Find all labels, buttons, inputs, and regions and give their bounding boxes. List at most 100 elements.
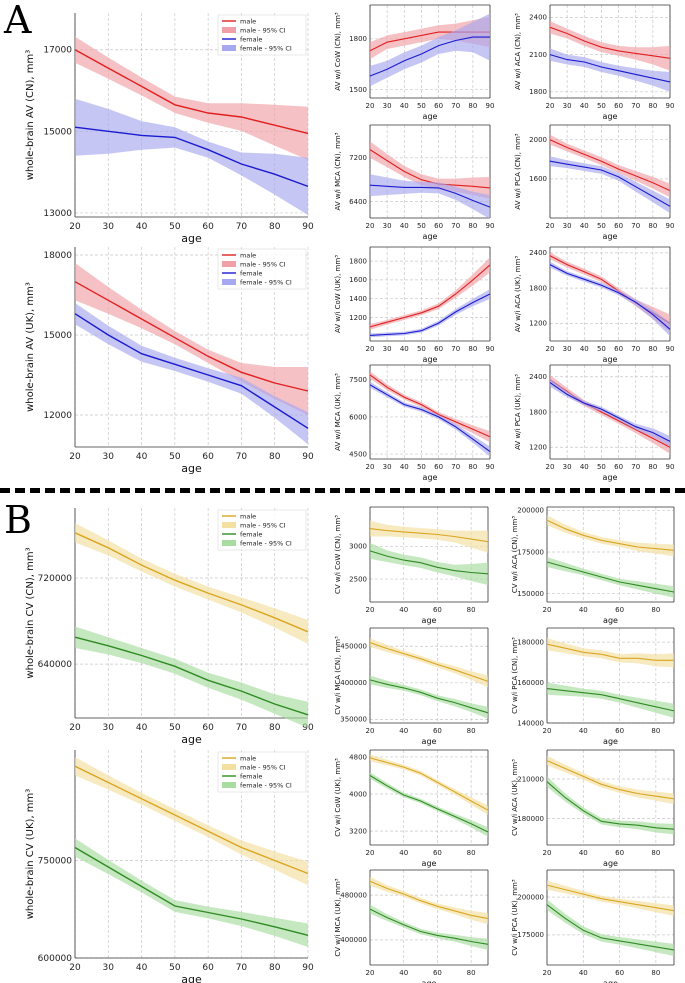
chart-B-whole-UK: 20 30 40 50 60 70 80 90 600000 750000 age whole-bra… [25,750,314,983]
x-tick-label: 90 [666,463,675,471]
ci-band-male [75,757,308,886]
legend-label: male - 95% CI [240,764,286,772]
x-tick-label: 30 [103,452,115,462]
legend-swatch-patch [222,522,236,528]
y-tick-label: 350000 [340,716,367,724]
y-axis-label: AV w/i ACA (UK), mm³ [514,256,522,332]
x-tick-label: 20 [543,727,552,735]
x-tick-label: 60 [615,727,624,735]
y-axis-label: whole-brain AV (UK), mm³ [25,282,36,412]
series-line-female [546,904,675,951]
chart-A-CoW-CN: 20 30 40 50 60 70 80 90 1500 1800 age AV w/i CoW (C… [334,4,495,121]
x-tick-label: 20 [69,222,81,232]
legend-label: male [240,513,256,521]
x-tick-label: 70 [451,102,460,110]
legend-label: male - 95% CI [240,522,286,530]
legend-label: female - 95% CI [240,45,292,53]
x-tick-label: 20 [543,849,552,857]
x-tick-label: 40 [399,849,408,857]
chart-A-whole-CN: 20 30 40 50 60 70 80 90 13000 15000 17000 age whole-… [25,13,314,245]
x-tick-label: 60 [202,452,214,462]
x-tick-label: 60 [614,222,623,230]
series-line-male [546,519,675,551]
y-axis-label: whole-brain CV (CN), mm³ [25,547,36,678]
chart-B-whole-CN: 20 30 40 50 60 70 80 90 640000 720000 age whole-bra… [25,508,314,746]
ci-band-male [547,755,674,805]
y-tick-label: 1800 [529,284,547,292]
x-tick-label: 80 [648,222,657,230]
y-tick-label: 1600 [529,175,547,183]
y-tick-label: 7200 [349,154,367,162]
x-tick-label: 80 [648,102,657,110]
chart-A-ACA-UK: 20 30 40 50 60 70 80 90 1200 1800 2400 age AV w/i AC… [514,246,675,364]
x-tick-label: 90 [666,345,675,353]
ci-band-male [550,134,670,198]
series-line-female [74,846,309,936]
series-line-female [546,688,675,712]
x-tick-label: 70 [451,222,460,230]
series-line-female [549,382,671,442]
legend-swatch-patch [222,782,236,788]
x-axis-label: age [423,473,438,482]
x-tick-label: 60 [433,606,442,614]
x-tick-label: 40 [136,452,148,462]
legend-label: female [240,531,262,539]
y-tick-label: 160000 [517,679,544,687]
y-tick-label: 18000 [43,251,72,261]
chart-B-MCA-UK: 20 40 60 80 400000 480000 age CV w/i MCA (UK), … [334,869,489,983]
x-tick-label: 60 [615,969,624,977]
series-line-male [369,757,489,811]
series-line-male [549,26,671,59]
x-tick-label: 60 [615,849,624,857]
chart-B-CoW-UK: 20 40 60 80 3200 4000 4800 age CV w/i CoW (UK), … [334,749,489,868]
chart-A-whole-UK: 20 30 40 50 60 70 80 90 12000 15000 18000 age whole-… [25,247,314,475]
y-tick-label: 1800 [529,88,547,96]
x-tick-label: 60 [434,102,443,110]
x-tick-label: 80 [468,222,477,230]
series-line-male [74,532,309,633]
y-axis-label: whole-brain AV (CN), mm³ [25,50,36,180]
series-line-male [74,765,309,875]
y-tick-label: 15000 [43,331,72,341]
x-tick-label: 20 [69,963,81,973]
y-tick-label: 1800 [349,35,367,43]
y-tick-label: 2400 [529,249,547,257]
y-tick-label: 180000 [517,638,544,646]
x-tick-label: 50 [597,463,606,471]
ci-band-female [550,48,670,92]
series-line-female [546,561,675,593]
x-tick-label: 70 [451,345,460,353]
legend-label: female - 95% CI [240,540,292,548]
legend-label: female - 95% CI [240,279,292,287]
y-axis-label: CV w/i MCA (UK), mm³ [334,878,342,956]
x-tick-label: 50 [169,222,181,232]
x-tick-label: 20 [546,463,555,471]
series-line-female [369,293,491,336]
ci-band-male [370,257,490,330]
x-tick-label: 60 [434,345,443,353]
x-tick-label: 50 [417,463,426,471]
x-axis-label: age [181,973,202,983]
x-tick-label: 90 [486,345,495,353]
x-tick-label: 20 [366,969,375,977]
x-tick-label: 50 [417,102,426,110]
x-axis-label: age [603,859,618,868]
x-tick-label: 50 [597,102,606,110]
y-tick-label: 480000 [340,891,367,899]
ci-band-male [550,21,670,71]
x-tick-label: 80 [269,222,281,232]
x-tick-label: 20 [366,606,375,614]
series-line-male [74,49,309,135]
y-axis-label: CV w/i PCA (UK), mm³ [511,879,519,956]
legend-label: male - 95% CI [240,27,286,35]
x-tick-label: 60 [433,727,442,735]
y-tick-label: 210000 [517,775,544,783]
x-axis-label: age [423,112,438,121]
x-tick-label: 40 [400,463,409,471]
y-tick-label: 4000 [349,790,367,798]
x-tick-label: 90 [302,222,314,232]
x-tick-label: 90 [486,102,495,110]
ci-band-male [75,523,308,644]
ci-band-male [75,36,308,160]
x-tick-label: 20 [69,452,81,462]
